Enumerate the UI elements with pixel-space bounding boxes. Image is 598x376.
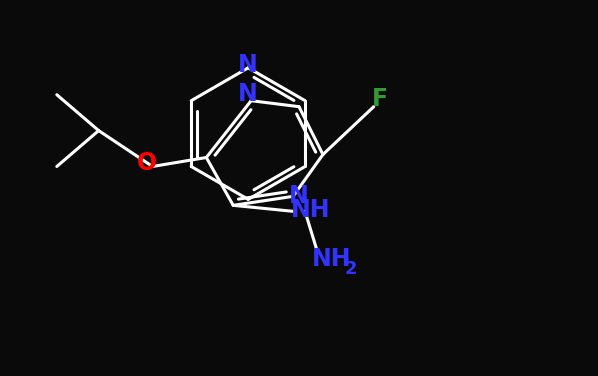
- Text: NH: NH: [291, 198, 331, 222]
- Text: F: F: [372, 87, 388, 111]
- Text: N: N: [289, 184, 309, 208]
- Text: N: N: [238, 53, 258, 77]
- Text: O: O: [136, 152, 157, 176]
- Text: N: N: [238, 82, 258, 106]
- Text: NH: NH: [312, 247, 352, 271]
- Text: 2: 2: [345, 260, 357, 278]
